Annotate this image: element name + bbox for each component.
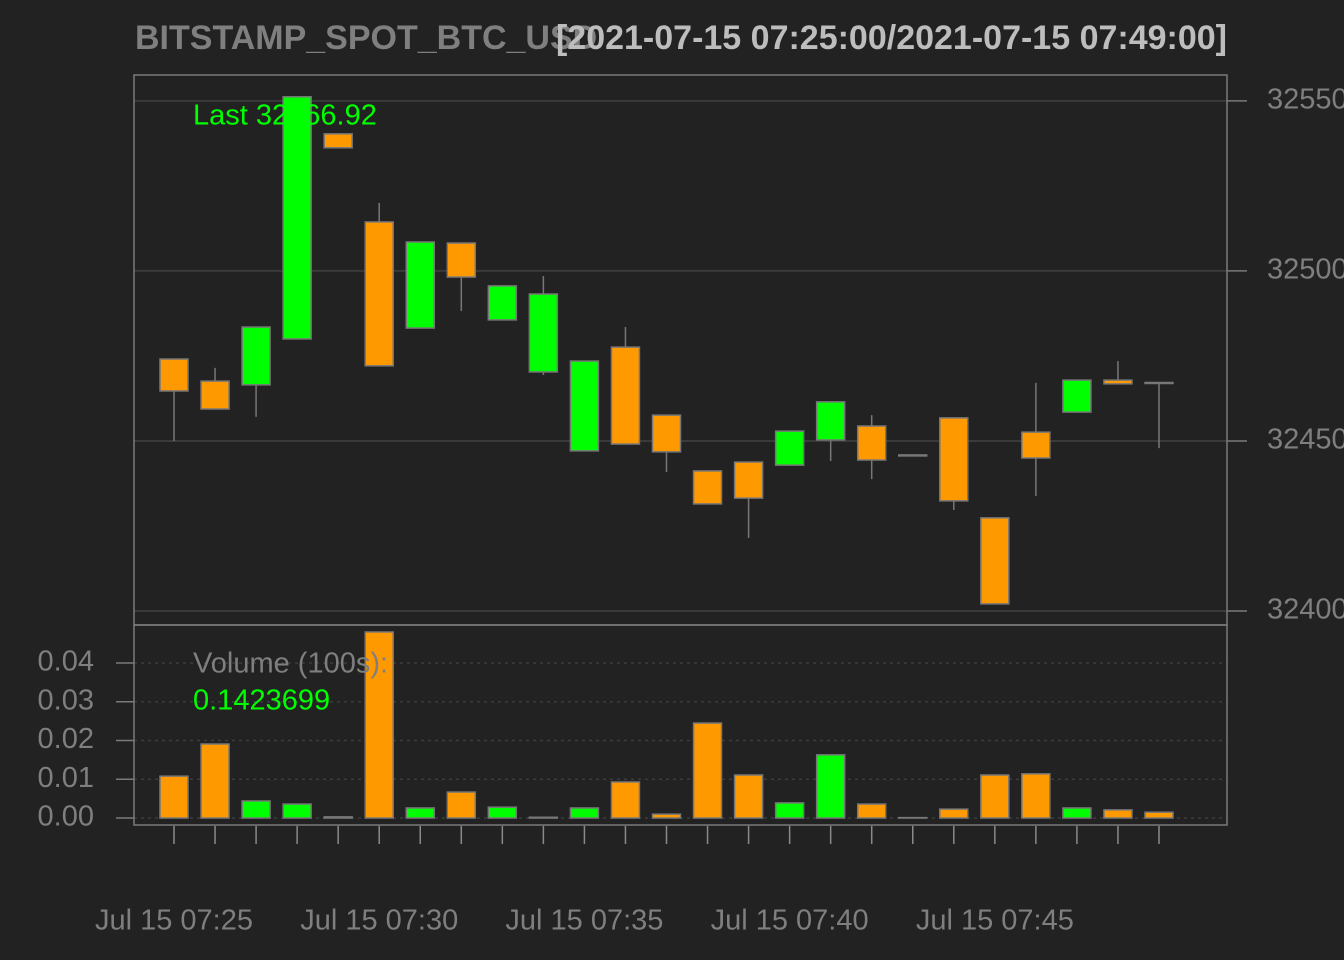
candle-body [980, 517, 1010, 605]
volume-bar [774, 802, 805, 819]
volume-panel [133, 624, 1228, 826]
candle-body [610, 346, 641, 445]
x-tick-label: Jul 15 07:35 [505, 905, 663, 937]
y-tick-label: 32450 [1267, 424, 1344, 456]
y-tick-label: 32500 [1267, 254, 1344, 286]
volume-bar [282, 803, 312, 819]
volume-bar [159, 775, 189, 819]
volume-bar [651, 813, 682, 819]
volume-title: Volume (100s): [193, 648, 388, 680]
volume-bar [528, 816, 559, 819]
volume-bar [446, 791, 477, 819]
volume-bar [939, 808, 969, 819]
volume-bar [1062, 807, 1092, 819]
candle-body [774, 430, 805, 466]
candle-body [323, 133, 353, 149]
candle-body [569, 360, 600, 452]
volume-bar [487, 806, 518, 819]
x-tick-label: Jul 15 07:30 [300, 905, 458, 937]
volume-bar [364, 631, 394, 819]
candle-body [1021, 431, 1051, 459]
candle-body [241, 326, 271, 386]
chart-title: BITSTAMP_SPOT_BTC_USD [135, 19, 597, 57]
marks-layer [159, 96, 1174, 819]
volume-bar [980, 774, 1010, 819]
volume-bar [1021, 773, 1051, 819]
candle-body [898, 454, 928, 457]
x-tick-label: Jul 15 07:40 [711, 905, 869, 937]
grid-layer: 32400 32450 32500 32550 0.00 0.01 0.02 0.03 0.04… [38, 84, 1344, 937]
candle-body [815, 401, 846, 441]
candle-body [651, 414, 682, 453]
candle-body [282, 96, 312, 340]
volume-bar [692, 722, 723, 819]
candle-body [939, 417, 969, 502]
volume-bar [569, 807, 600, 819]
y-tick-label: 0.01 [38, 762, 94, 794]
volume-value: 0.1423699 [193, 685, 330, 717]
volume-bar [405, 807, 435, 819]
candle-body [1062, 379, 1092, 413]
candle-body [856, 425, 887, 461]
candle-body [733, 461, 764, 499]
volume-bar [1103, 809, 1133, 819]
volume-bar [1144, 811, 1174, 819]
volume-bar [815, 754, 846, 819]
candle-body [487, 285, 518, 321]
y-tick-label: 32400 [1267, 594, 1344, 626]
volume-bar [610, 781, 641, 819]
candle-body [692, 470, 723, 505]
volume-bar [241, 800, 271, 819]
y-tick-label: 32550 [1267, 84, 1344, 116]
candle-body [446, 242, 477, 278]
y-tick-label: 0.02 [38, 723, 94, 755]
last-value: Last 32466.92 [193, 100, 377, 132]
y-tick-label: 0.00 [38, 801, 94, 833]
candle-body [200, 380, 230, 410]
candle-body [1144, 381, 1174, 385]
volume-bar [733, 774, 764, 819]
chart-subtitle: [2021-07-15 07:25:00/2021-07-15 07:49:00… [556, 19, 1227, 57]
candle-body [1103, 379, 1133, 385]
volume-bar [323, 816, 353, 819]
candle-body [405, 241, 435, 329]
y-tick-label: 0.03 [38, 684, 94, 716]
volume-bar [856, 803, 887, 819]
candle-body [364, 221, 394, 367]
x-tick-label: Jul 15 07:45 [916, 905, 1074, 937]
candle-body [159, 358, 189, 392]
candle-body [528, 293, 559, 373]
volume-bar [200, 743, 230, 819]
x-tick-label: Jul 15 07:25 [95, 905, 253, 937]
y-tick-label: 0.04 [38, 646, 94, 678]
